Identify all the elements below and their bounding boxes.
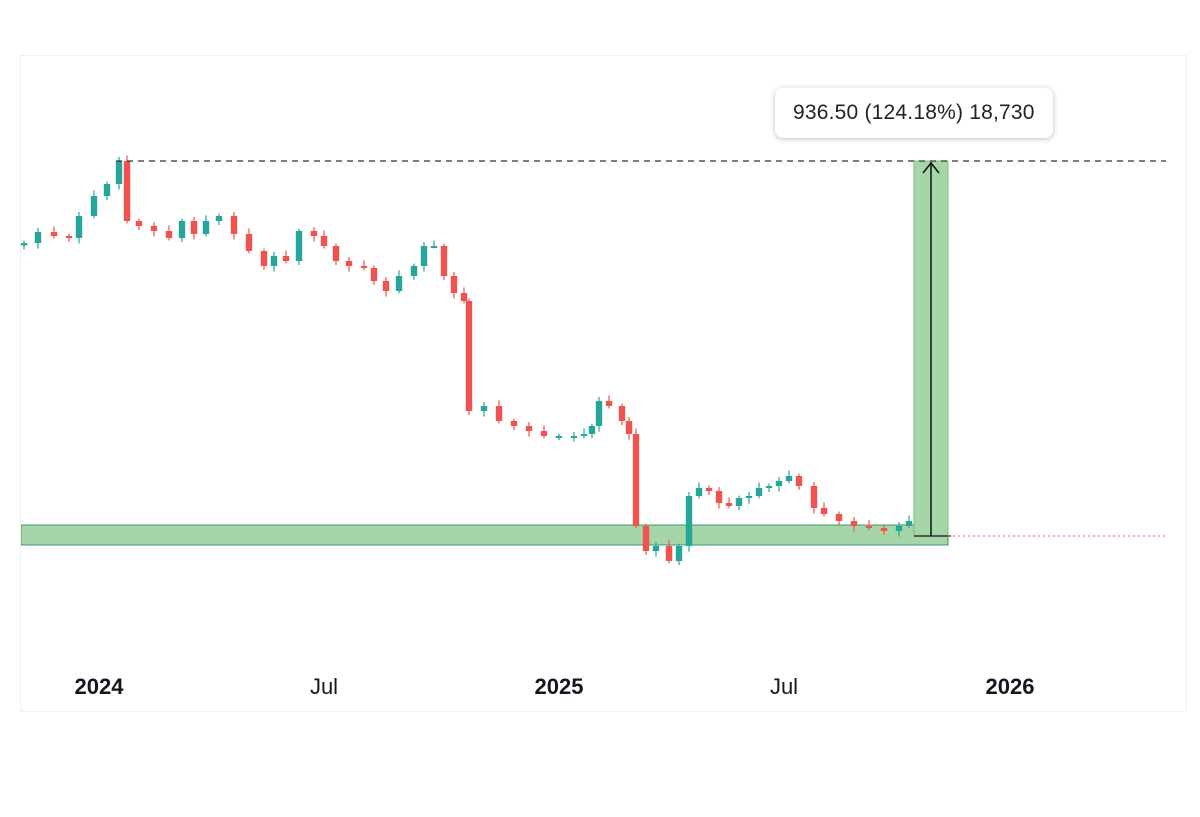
candle-body [570,436,578,438]
candle-body [580,434,588,436]
chart-panel[interactable]: 2024 Jul 2025 Jul 2026 [20,55,1187,712]
candle-body [395,276,403,291]
candle-body [605,401,613,406]
candle-body [115,161,123,184]
candle-body [715,491,723,503]
candle-body [50,232,58,236]
candle-body [90,196,98,216]
candle-body [345,261,353,266]
candle-body [103,184,111,196]
candle-body [320,236,328,246]
candle-body [480,406,488,411]
candle-body [588,426,596,434]
candle-body [735,498,743,506]
support-zone [21,524,949,546]
candle-body [178,221,186,238]
candle-body [410,266,418,276]
candle-body [725,503,733,506]
measure-arrow-head [922,161,940,174]
candle-body [555,436,563,438]
x-tick-label: 2026 [986,674,1035,699]
candle-body [465,301,473,411]
candle-body [510,421,518,426]
candle-body [34,232,42,243]
candle-body [905,521,913,526]
candle-body [632,434,640,526]
candle-body [165,231,173,238]
candle-body [21,243,28,246]
candle-body [745,496,753,498]
candle-body [370,268,378,281]
candle-body [75,216,83,238]
candle-body [65,236,73,238]
candle-body [360,266,368,268]
candle-body [795,476,803,486]
x-tick-label: 2024 [75,674,125,699]
candle-body [755,488,763,496]
candle-body [685,496,693,546]
candle-body [245,234,253,251]
candle-body [775,481,783,486]
candle-body [540,431,548,436]
candle-body [270,256,278,266]
candle-body [820,508,828,514]
candle-body [150,226,158,231]
candle-body [675,546,683,561]
candle-body [810,486,818,508]
candle-body [430,246,438,248]
candle-body [850,521,858,526]
x-tick-label: Jul [770,674,798,699]
candle-body [332,246,340,261]
candle-body [705,488,713,491]
candle-body [202,221,210,234]
candle-body [495,406,503,421]
candle-body [625,421,633,434]
candle-body [123,161,131,221]
candle-body [595,401,603,426]
candle-body [230,216,238,234]
candle-body [695,488,703,496]
candle-body [765,486,773,488]
candle-body [652,546,660,551]
candle-body [440,246,448,276]
x-tick-label: Jul [310,674,338,699]
candle-body [865,526,873,528]
candle-body [190,221,198,234]
candle-body [295,231,303,261]
candle-body [450,276,458,293]
candle-body [835,514,843,521]
candle-body [282,256,290,261]
candle-body [618,406,626,421]
candle-body [260,251,268,266]
candle-body [642,526,650,551]
candle-body [215,216,223,221]
candle-body [460,293,468,301]
candle-body [785,476,793,481]
candle-body [420,246,428,266]
price-chart[interactable]: 2024 Jul 2025 Jul 2026 [21,56,1186,711]
candle-body [880,528,888,531]
candle-body [135,221,143,226]
candle-body [310,231,318,236]
candle-body [525,426,533,431]
candle-body [665,546,673,561]
x-tick-label: 2025 [535,674,584,699]
candle-body [382,281,390,291]
candle-body [895,526,903,531]
measure-tooltip: 936.50 (124.18%) 18,730 [775,88,1053,138]
